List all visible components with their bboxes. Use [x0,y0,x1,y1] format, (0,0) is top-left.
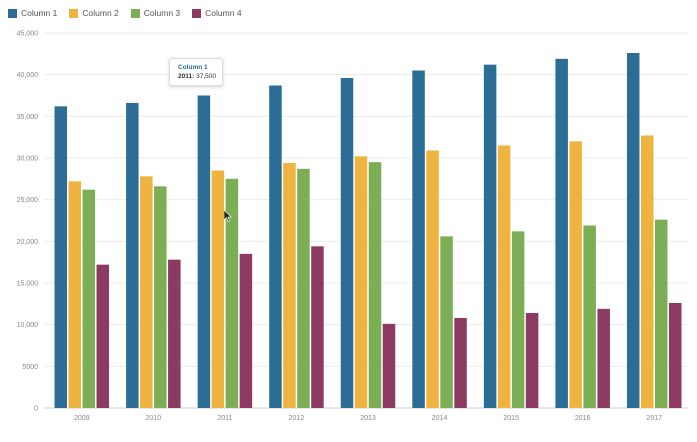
bar-column-4-2016[interactable] [597,308,610,408]
bar-column-4-2009[interactable] [96,264,110,408]
legend-item-4[interactable]: Column 4 [192,8,242,18]
y-tick-label: 40,000 [17,72,39,79]
x-tick-label: 2011 [217,415,232,422]
bar-column-4-2015[interactable] [525,313,539,408]
bar-column-3-2012[interactable] [297,168,310,408]
bar-column-1-2016[interactable] [555,58,568,408]
y-tick-label: 5000 [22,364,38,371]
legend-swatch [130,8,140,18]
tooltip-value: 37,500 [196,73,216,80]
y-tick-label: 0 [34,406,38,413]
legend-swatch [192,8,202,18]
bar-column-4-2014[interactable] [454,318,467,408]
bar-column-3-2015[interactable] [511,231,525,408]
y-tick-label: 15,000 [17,281,39,288]
bar-column-2-2010[interactable] [140,176,153,408]
x-tick-label: 2009 [74,415,90,422]
y-tick-label: 10,000 [17,322,39,329]
bar-column-1-2017[interactable] [626,53,640,408]
bar-column-3-2009[interactable] [82,189,96,408]
legend-label: Column 2 [82,8,119,18]
bar-column-2-2017[interactable] [640,135,654,409]
bar-column-2-2013[interactable] [354,156,368,408]
bar-column-3-2011[interactable] [225,178,239,408]
x-tick-label: 2015 [503,415,519,422]
legend: Column 1 Column 2 Column 3 Column 4 [8,6,254,20]
x-tick-label: 2017 [646,415,662,422]
legend-swatch [8,8,17,18]
bar-column-1-2012[interactable] [269,85,282,409]
y-tick-label: 20,000 [17,239,39,246]
bar-column-1-2014[interactable] [412,70,425,409]
bar-column-3-2016[interactable] [583,225,596,409]
legend-item-3[interactable]: Column 3 [130,8,181,18]
x-tick-label: 2016 [575,415,591,422]
y-tick-label: 30,000 [17,156,39,163]
legend-item-2[interactable]: Column 2 [69,8,119,18]
bar-column-4-2013[interactable] [382,323,396,408]
bar-column-2-2015[interactable] [497,145,511,409]
x-tick-label: 2014 [432,415,448,422]
bar-column-1-2010[interactable] [126,103,139,408]
x-tick-label: 2012 [289,415,305,422]
x-tick-label: 2013 [360,415,376,422]
tooltip-key: 2011: [178,73,195,80]
tooltip: Column 1 2011: 37,500 [169,58,223,86]
bar-column-1-2013[interactable] [340,78,354,408]
tooltip-title: Column 1 [178,64,208,71]
y-tick-label: 45,000 [17,31,39,38]
y-tick-label: 35,000 [17,114,39,121]
bar-column-4-2011[interactable] [239,253,253,408]
legend-label: Column 3 [143,8,181,18]
bar-column-3-2013[interactable] [368,162,382,408]
bar-column-2-2009[interactable] [68,181,82,408]
x-tick-label: 2010 [146,415,162,422]
bar-column-2-2012[interactable] [283,163,296,408]
legend-label: Column 1 [21,8,58,18]
bar-column-2-2016[interactable] [569,141,582,408]
bar-column-2-2014[interactable] [426,150,439,409]
bar-column-4-2012[interactable] [311,246,324,408]
bar-column-3-2014[interactable] [440,236,453,408]
bar-column-4-2010[interactable] [168,259,181,408]
bar-column-3-2010[interactable] [154,186,167,408]
legend-label: Column 4 [205,8,242,18]
bar-column-1-2015[interactable] [483,64,497,409]
bar-column-1-2011[interactable] [197,95,211,409]
legend-item-1[interactable]: Column 1 [8,8,57,18]
y-tick-label: 25,000 [17,197,39,204]
bar-column-4-2017[interactable] [668,303,682,408]
bar-column-2-2011[interactable] [211,170,225,409]
legend-swatch [69,8,79,18]
bar-column-1-2009[interactable] [54,106,68,408]
bar-column-3-2017[interactable] [654,219,668,408]
